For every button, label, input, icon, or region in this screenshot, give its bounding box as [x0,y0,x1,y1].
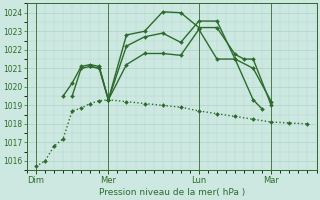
X-axis label: Pression niveau de la mer( hPa ): Pression niveau de la mer( hPa ) [99,188,245,197]
